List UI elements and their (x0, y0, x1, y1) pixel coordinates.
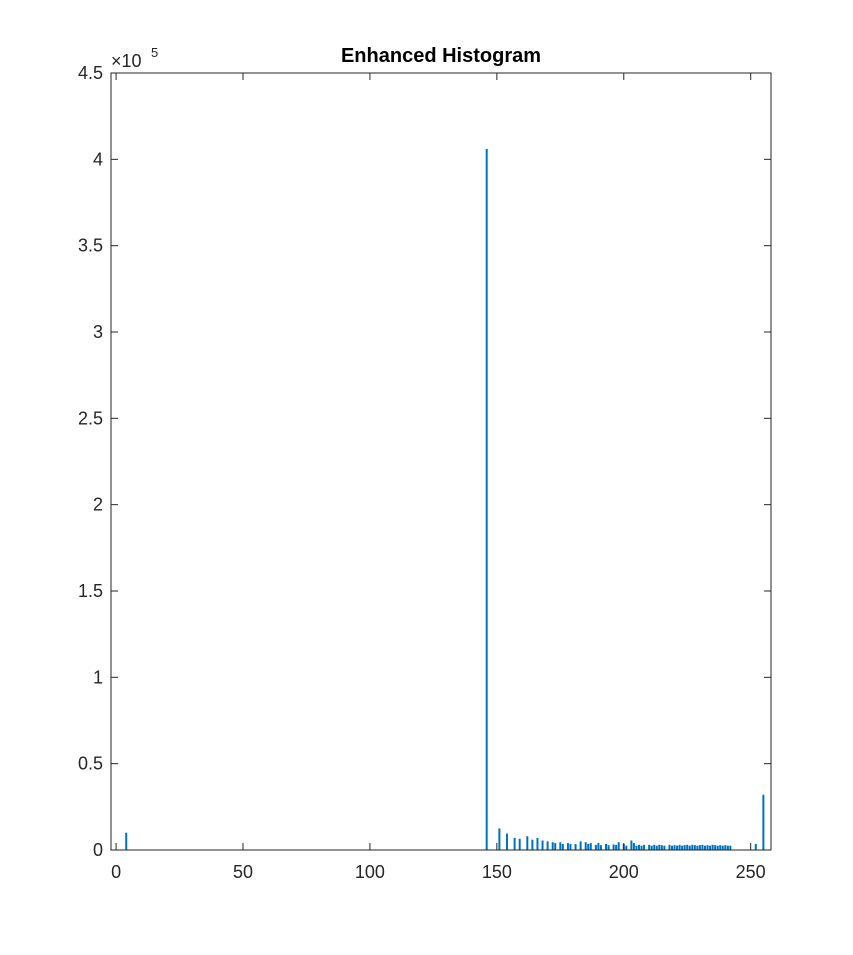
histogram-bar (719, 845, 722, 850)
histogram-bar (696, 845, 699, 850)
histogram-bar (693, 845, 696, 850)
histogram-bar (605, 843, 607, 850)
histogram-bar (594, 844, 597, 850)
histogram-bar (706, 845, 709, 850)
y-tick-label: 1.5 (78, 581, 103, 601)
histogram-bar (691, 844, 694, 850)
histogram-bar (671, 845, 673, 850)
histogram-bar (754, 843, 757, 850)
x-tick-label: 200 (609, 862, 639, 882)
histogram-bar (566, 843, 569, 850)
histogram-bar (698, 845, 701, 850)
y-tick-label: 2 (93, 495, 103, 515)
histogram-bar (688, 845, 691, 850)
histogram-bar (658, 844, 661, 850)
axes (110, 72, 772, 851)
y-exponent-label: ×10 5 (111, 45, 158, 71)
histogram-bar (541, 840, 544, 850)
histogram-bar (584, 842, 587, 850)
histogram-bar (554, 843, 557, 850)
chart-title: Enhanced Histogram (341, 45, 541, 67)
histogram-bar (683, 845, 686, 850)
histogram-bar (655, 845, 658, 850)
histogram-bar (617, 842, 620, 850)
histogram-bar (701, 844, 704, 850)
histogram-bar (615, 844, 618, 850)
histogram-bar (625, 845, 628, 850)
y-axis-ticks: 0 0.5 1 1.5 2 2.5 3 3.5 4 4.5 (78, 63, 771, 860)
histogram-bar (513, 837, 516, 850)
histogram-bar (607, 845, 610, 850)
histogram-bar (638, 844, 640, 850)
histogram-bar (551, 842, 554, 850)
histogram-bar (506, 833, 508, 850)
histogram-bar (673, 845, 676, 850)
histogram-bar (589, 843, 592, 850)
histogram-bar (678, 844, 681, 850)
y-tick-label: 2.5 (78, 408, 103, 428)
y-tick-label: 3.5 (78, 236, 103, 256)
histogram-bar (574, 843, 577, 850)
histogram-bar (650, 845, 653, 850)
histogram-bar (597, 843, 600, 850)
histogram-bar (709, 845, 712, 850)
axes-box (110, 72, 772, 851)
histogram-bar (635, 845, 638, 850)
histogram-bar (559, 842, 562, 850)
x-tick-label: 150 (482, 862, 512, 882)
histogram-bar (721, 845, 724, 850)
y-tick-label: 1 (93, 667, 103, 687)
histogram-bar (643, 844, 646, 850)
histogram-bar (660, 845, 663, 850)
x-tick-label: 0 (111, 862, 121, 882)
histogram-bar (640, 845, 643, 850)
x-tick-label: 100 (355, 862, 385, 882)
histogram-bar (518, 838, 521, 850)
histogram-bar (653, 844, 656, 850)
y-exponent-power: 5 (151, 45, 158, 60)
histogram-bar (648, 844, 651, 850)
histogram-bar (561, 843, 564, 850)
histogram-bar (630, 840, 633, 850)
y-tick-label: 4.5 (78, 63, 103, 83)
histogram-bar (612, 844, 615, 850)
histogram-bar (599, 845, 602, 850)
histogram-bar (536, 837, 539, 850)
histogram-bar (125, 832, 128, 850)
y-exponent-base: ×10 (111, 51, 142, 71)
histogram-bar (485, 148, 488, 851)
histogram-bar (729, 845, 732, 850)
histogram-bar (663, 845, 666, 850)
y-tick-label: 0.5 (78, 754, 103, 774)
histogram-bar (526, 836, 529, 850)
y-tick-label: 4 (93, 149, 103, 169)
histogram-bar (726, 845, 729, 850)
histogram-bar (711, 844, 714, 850)
histogram-bar (676, 845, 679, 850)
svg-text:×10: ×10 (111, 51, 142, 71)
histogram-bar (724, 845, 727, 850)
histogram-bar (762, 794, 765, 850)
histogram-bar (716, 845, 719, 850)
histogram-bar (714, 845, 717, 850)
histogram-bar (704, 845, 706, 850)
histogram-bar (668, 844, 671, 850)
x-tick-label: 250 (736, 862, 766, 882)
y-tick-label: 3 (93, 322, 103, 342)
histogram-bar (569, 843, 572, 850)
histogram-bar (632, 843, 635, 850)
y-tick-label: 0 (93, 840, 103, 860)
histogram-bar (686, 844, 689, 850)
x-axis-ticks: 0 50 100 150 200 250 (111, 73, 766, 882)
histogram-bar (587, 843, 590, 850)
bar-series (125, 148, 765, 851)
histogram-bar (681, 845, 684, 850)
histogram-bar (498, 828, 501, 850)
histogram-bar (531, 839, 534, 850)
x-tick-label: 50 (233, 862, 253, 882)
histogram-bar (579, 841, 582, 850)
histogram-bar (546, 841, 549, 850)
